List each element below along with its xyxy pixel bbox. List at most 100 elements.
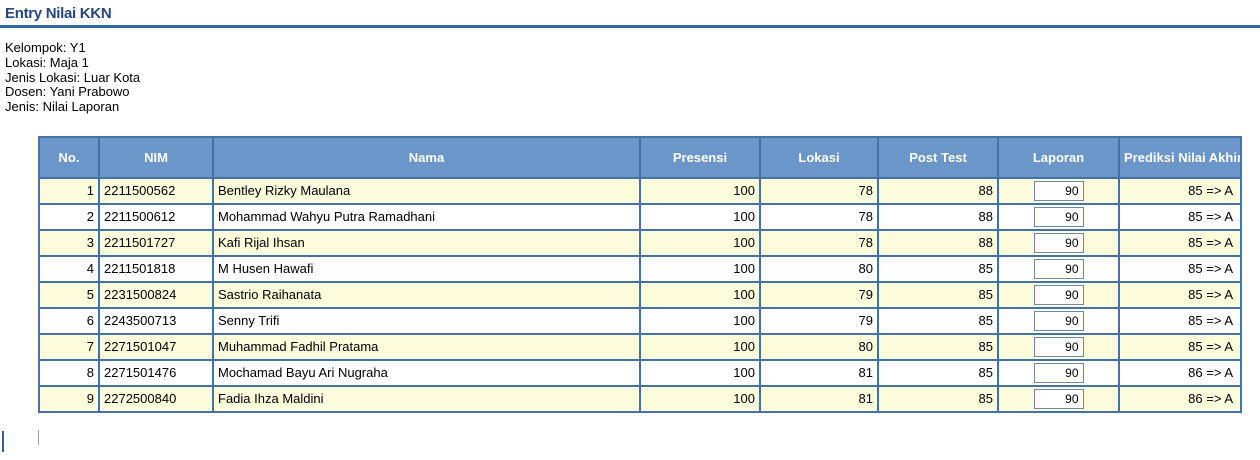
col-header-presensi: Presensi xyxy=(639,135,761,179)
laporan-input[interactable] xyxy=(1033,206,1084,227)
cell-no: 4 xyxy=(38,254,100,283)
col-header-lokasi: Lokasi xyxy=(759,135,879,179)
cell-lokasi: 78 xyxy=(759,176,879,205)
info-jenis: Jenis: Nilai Laporan xyxy=(5,99,120,115)
cell-presensi: 100 xyxy=(639,332,761,361)
table-row: 5 2231500824 Sastrio Raihanata 100 79 85… xyxy=(38,280,1242,309)
cell-nama: Bentley Rizky Maulana xyxy=(212,176,641,205)
cell-lokasi: 80 xyxy=(759,332,879,361)
cell-laporan xyxy=(997,176,1120,205)
table-row: 3 2211501727 Kafi Rijal Ihsan 100 78 88 … xyxy=(38,228,1242,257)
cell-laporan xyxy=(997,384,1120,413)
cell-nim: 2211500612 xyxy=(98,202,214,231)
cell-presensi: 100 xyxy=(639,176,761,205)
cell-laporan xyxy=(997,254,1120,283)
cell-prediksi: 86 => A xyxy=(1118,384,1242,413)
info-dosen: Dosen: Yani Prabowo xyxy=(5,84,130,100)
cell-prediksi: 85 => A xyxy=(1118,306,1242,335)
cell-presensi: 100 xyxy=(639,280,761,309)
cell-posttest: 85 xyxy=(877,254,999,283)
cell-posttest: 88 xyxy=(877,228,999,257)
cell-no: 8 xyxy=(38,358,100,387)
cell-laporan xyxy=(997,332,1120,361)
table-row: 6 2243500713 Senny Trifi 100 79 85 85 =>… xyxy=(38,306,1242,335)
cell-no: 1 xyxy=(38,176,100,205)
info-jenis-lokasi: Jenis Lokasi: Luar Kota xyxy=(5,69,141,85)
cell-nama: Senny Trifi xyxy=(212,306,641,335)
laporan-input[interactable] xyxy=(1033,180,1084,201)
cell-no: 6 xyxy=(38,306,100,335)
cell-nama: Mohammad Wahyu Putra Ramadhani xyxy=(212,202,641,231)
cell-no: 9 xyxy=(38,384,100,413)
cell-no: 5 xyxy=(38,280,100,309)
laporan-input[interactable] xyxy=(1033,258,1084,279)
cell-presensi: 100 xyxy=(639,384,761,413)
col-header-no: No. xyxy=(38,135,100,179)
cell-nama: Fadia Ihza Maldini xyxy=(212,384,641,413)
cell-nama: Mochamad Bayu Ari Nugraha xyxy=(212,358,641,387)
cell-laporan xyxy=(997,228,1120,257)
cell-nim: 2272500840 xyxy=(98,384,214,413)
page-title: Entry Nilai KKN xyxy=(5,5,112,22)
cell-posttest: 85 xyxy=(877,358,999,387)
cell-lokasi: 78 xyxy=(759,202,879,231)
cell-presensi: 100 xyxy=(639,228,761,257)
laporan-input[interactable] xyxy=(1033,336,1084,357)
laporan-input[interactable] xyxy=(1033,232,1084,253)
laporan-input[interactable] xyxy=(1033,388,1084,409)
cell-prediksi: 85 => A xyxy=(1118,280,1242,309)
cell-nim: 2231500824 xyxy=(98,280,214,309)
cell-nim: 2211500562 xyxy=(98,176,214,205)
cell-laporan xyxy=(997,280,1120,309)
cell-posttest: 85 xyxy=(877,384,999,413)
cell-nama: M Husen Hawafi xyxy=(212,254,641,283)
table-row: 9 2272500840 Fadia Ihza Maldini 100 81 8… xyxy=(38,384,1242,413)
cell-laporan xyxy=(997,358,1120,387)
cell-prediksi: 86 => A xyxy=(1118,358,1242,387)
cell-nim: 2271501047 xyxy=(98,332,214,361)
table-row: 7 2271501047 Muhammad Fadhil Pratama 100… xyxy=(38,332,1242,361)
col-header-nama: Nama xyxy=(212,135,641,179)
cell-presensi: 100 xyxy=(639,358,761,387)
laporan-input[interactable] xyxy=(1033,362,1084,383)
laporan-input[interactable] xyxy=(1033,310,1084,331)
cell-posttest: 88 xyxy=(877,176,999,205)
cell-no: 2 xyxy=(38,202,100,231)
cell-posttest: 85 xyxy=(877,306,999,335)
cell-prediksi: 85 => A xyxy=(1118,176,1242,205)
cell-lokasi: 79 xyxy=(759,280,879,309)
header-row: No. NIM Nama Presensi Lokasi Post Test L… xyxy=(38,135,1242,179)
cell-presensi: 100 xyxy=(639,254,761,283)
grades-table: No. NIM Nama Presensi Lokasi Post Test L… xyxy=(38,135,1242,413)
info-kelompok: Kelompok: Y1 xyxy=(5,40,86,55)
col-header-nim: NIM xyxy=(98,135,214,179)
cell-posttest: 85 xyxy=(877,332,999,361)
cell-posttest: 85 xyxy=(877,280,999,309)
title-rule xyxy=(0,25,1260,28)
cell-nama: Muhammad Fadhil Pratama xyxy=(212,332,641,361)
cell-nama: Kafi Rijal Ihsan xyxy=(212,228,641,257)
cell-prediksi: 85 => A xyxy=(1118,254,1242,283)
cell-nim: 2243500713 xyxy=(98,306,214,335)
cell-no: 7 xyxy=(38,332,100,361)
cell-nim: 2271501476 xyxy=(98,358,214,387)
cell-nim: 2211501727 xyxy=(98,228,214,257)
clipped-container-left-border xyxy=(2,431,4,452)
col-header-prediksi: Prediksi Nilai Akhir - Grade xyxy=(1118,135,1242,179)
laporan-input[interactable] xyxy=(1033,284,1084,305)
cell-nim: 2211501818 xyxy=(98,254,214,283)
cell-posttest: 88 xyxy=(877,202,999,231)
cell-laporan xyxy=(997,202,1120,231)
cell-no: 3 xyxy=(38,228,100,257)
col-header-laporan: Laporan xyxy=(997,135,1120,179)
cell-lokasi: 81 xyxy=(759,384,879,413)
clipped-next-element-border xyxy=(38,430,39,445)
table-row: 1 2211500562 Bentley Rizky Maulana 100 7… xyxy=(38,176,1242,205)
cell-laporan xyxy=(997,306,1120,335)
cell-presensi: 100 xyxy=(639,202,761,231)
info-lokasi: Lokasi: Maja 1 xyxy=(5,54,89,70)
col-header-posttest: Post Test xyxy=(877,135,999,179)
cell-lokasi: 81 xyxy=(759,358,879,387)
cell-prediksi: 85 => A xyxy=(1118,332,1242,361)
table-row: 8 2271501476 Mochamad Bayu Ari Nugraha 1… xyxy=(38,358,1242,387)
